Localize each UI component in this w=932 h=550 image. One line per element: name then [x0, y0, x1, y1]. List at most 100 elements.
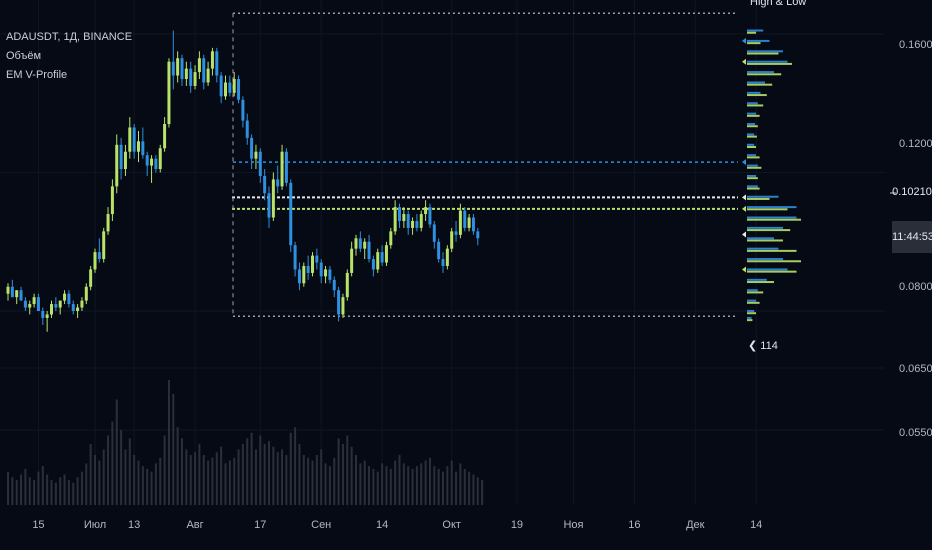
- profile-up-bar: [747, 239, 783, 242]
- candle-body: [137, 141, 140, 152]
- candle-body: [189, 68, 193, 86]
- candle-body: [471, 217, 475, 232]
- candle-body: [389, 231, 393, 246]
- symbol-legend[interactable]: ADAUSDT, 1Д, BINANCE: [6, 31, 133, 43]
- candle-body: [411, 220, 415, 228]
- volume-bar: [298, 443, 301, 505]
- volume-bar: [67, 480, 70, 505]
- candle-body: [150, 158, 154, 166]
- profile-up-bar: [747, 249, 797, 252]
- volume-bar: [289, 432, 292, 505]
- candle-body: [141, 141, 145, 156]
- time-tick-label: Дек: [686, 519, 705, 531]
- profile-count-label[interactable]: ❮ 114: [748, 340, 778, 352]
- profile-down-bar: [747, 299, 756, 302]
- profile-marker-1: [742, 58, 746, 65]
- candle-body: [32, 297, 36, 305]
- candle-body: [467, 217, 471, 228]
- profile-up-bar: [747, 218, 801, 221]
- volume-bar: [311, 460, 314, 505]
- candle-body: [371, 259, 375, 270]
- candle-body: [154, 158, 158, 170]
- volume-bar: [259, 435, 262, 505]
- volume-bar: [15, 480, 18, 505]
- profile-down-bar: [747, 268, 788, 271]
- candle-body: [215, 51, 219, 76]
- profile-marker-0: [742, 37, 746, 44]
- candle-body: [376, 252, 380, 270]
- volume-bar: [254, 449, 257, 505]
- volume-bar: [446, 466, 449, 505]
- profile-up-bar: [747, 229, 791, 232]
- candle-body: [280, 151, 284, 187]
- candle-body: [311, 255, 314, 273]
- profile-down-bar: [747, 174, 756, 177]
- candle-body: [76, 307, 80, 311]
- profile-down-bar: [747, 247, 779, 250]
- profile-marker-4: [742, 205, 746, 212]
- candle-body: [350, 248, 354, 273]
- time-axis[interactable]: 15 Июл 13 Авг 17 Сен 14 Окт 19 Ноя 16 Дек 14: [32, 519, 762, 531]
- profile-down-bar: [747, 50, 783, 53]
- candle-body: [271, 179, 275, 218]
- volume-bar: [54, 482, 57, 505]
- volume-legend[interactable]: Объём: [6, 50, 42, 62]
- volume-bar: [472, 474, 475, 505]
- candle-body: [302, 265, 306, 284]
- time-tick-label: 16: [628, 519, 640, 531]
- volume-bar: [128, 438, 131, 505]
- time-tick-label: 17: [254, 519, 266, 531]
- chart-grid: [0, 0, 885, 505]
- candle-body: [15, 290, 19, 298]
- candle-body: [337, 290, 341, 315]
- candle-body: [93, 252, 97, 270]
- volume-bar: [233, 457, 236, 505]
- volume-bar: [333, 457, 336, 505]
- profile-down-bar: [747, 102, 758, 105]
- candle-body: [289, 182, 293, 246]
- volume-bar: [20, 474, 23, 505]
- profile-up-bar: [747, 156, 760, 159]
- volume-bar: [11, 477, 14, 505]
- candle-body: [428, 207, 432, 225]
- candle-body: [319, 262, 323, 277]
- profile-up-bar: [747, 146, 756, 148]
- volume-bar: [146, 468, 149, 505]
- profile-down-bar: [747, 133, 755, 136]
- volume-bar: [241, 443, 244, 505]
- profile-down-bar: [747, 278, 767, 281]
- profile-down-bar: [747, 237, 774, 240]
- volume-bar: [272, 446, 275, 505]
- profile-marker-6: [742, 266, 746, 273]
- volume-bar: [224, 463, 227, 505]
- volume-bar: [424, 460, 427, 505]
- volume-bar: [198, 443, 201, 505]
- profile-up-bar: [747, 62, 792, 65]
- profile-down-bar: [747, 289, 758, 292]
- candle-body: [458, 210, 462, 235]
- indicator-legend[interactable]: EM V-Profile: [6, 69, 68, 81]
- candle-body: [10, 286, 14, 298]
- candle-body: [250, 137, 254, 159]
- profile-up-bar: [747, 281, 774, 284]
- volume-bar: [28, 477, 31, 505]
- candle-body: [110, 186, 114, 215]
- candle-body: [167, 61, 171, 125]
- profile-marker-5: [742, 231, 746, 238]
- volume-bar: [185, 449, 188, 505]
- candle-body: [419, 214, 423, 228]
- candle-body: [384, 245, 388, 263]
- volume-bar: [341, 443, 344, 505]
- volume-bar: [407, 466, 410, 505]
- profile-down-bar: [747, 310, 755, 312]
- profile-up-bar: [747, 187, 760, 190]
- volume-bar: [215, 452, 218, 505]
- candle-body: [432, 224, 436, 242]
- candle-body: [128, 127, 132, 152]
- profile-down-bar: [747, 164, 758, 167]
- profile-down-bar: [747, 81, 765, 84]
